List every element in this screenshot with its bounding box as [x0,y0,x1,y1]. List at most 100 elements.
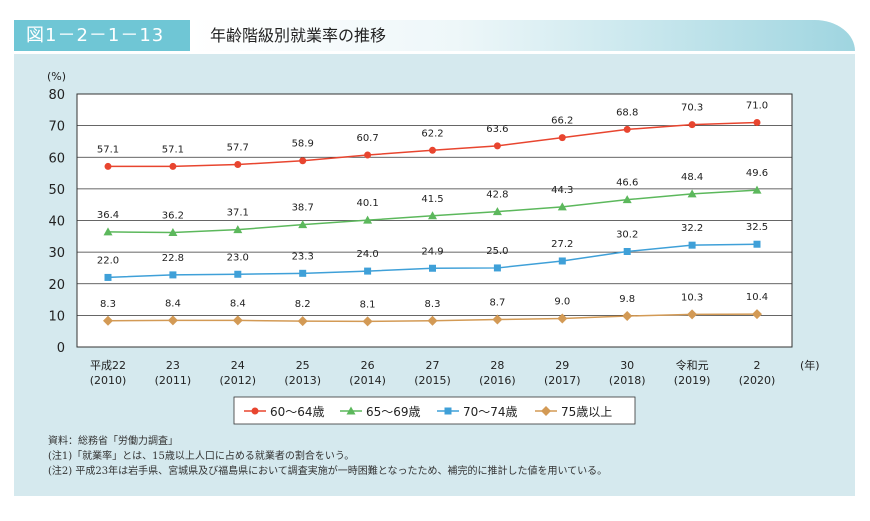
data-label: 8.2 [295,299,311,310]
data-label: 24.9 [421,246,443,257]
x-tick-label: 令和元 [676,358,709,372]
data-label: 10.4 [746,292,768,303]
data-point [557,313,568,324]
data-point [364,151,372,159]
x-tick-label-year: (2016) [479,374,516,387]
data-point [362,316,373,327]
data-label: 30.2 [616,229,638,240]
data-label: 32.2 [681,223,703,234]
data-point [687,309,698,320]
data-label: 42.8 [486,190,508,201]
notes: 資料：総務省「労働力調査」 (注1)「就業率」とは、15歳以上人口に占める就業者… [48,434,607,479]
data-point [104,273,112,281]
y-tick-label: 60 [48,151,65,166]
data-label: 8.7 [489,297,505,308]
data-point [168,228,178,237]
y-tick-label: 50 [48,183,65,198]
x-tick-label-year: (2017) [544,374,581,387]
data-point [429,264,436,272]
data-point [623,125,631,133]
data-label: 22.0 [97,255,119,266]
legend-marker [444,407,452,415]
x-tick-label: 28 [490,359,504,372]
data-label: 9.0 [554,297,570,308]
x-tick-label: 26 [361,359,375,372]
data-label: 38.7 [292,203,314,214]
x-tick-label-year: (2011) [155,374,192,387]
legend-label: 60～64歳 [270,405,325,419]
data-label: 41.5 [421,194,443,205]
data-point [558,257,566,265]
data-label: 71.0 [746,100,768,111]
data-label: 37.1 [227,208,249,219]
data-label: 32.5 [746,222,768,233]
data-point [364,267,372,275]
data-point [492,314,503,325]
legend-label: 75歳以上 [561,405,612,419]
data-point [688,121,696,129]
data-point [167,315,178,326]
data-label: 9.8 [619,294,635,305]
title-bar [190,20,855,51]
data-label: 23.3 [292,251,314,262]
x-tick-label: 24 [231,359,245,372]
data-label: 27.2 [551,239,573,250]
data-label: 8.3 [425,299,441,310]
data-point [623,247,631,255]
data-point [429,146,436,154]
data-point [299,157,307,165]
data-point [753,240,761,248]
y-tick-label: 0 [57,341,65,356]
data-label: 44.3 [551,185,573,196]
data-label: 36.4 [97,210,119,221]
data-point [752,185,762,194]
data-point [492,207,502,216]
data-point [427,315,438,326]
x-tick-label-year: (2014) [349,374,386,387]
data-point [232,315,243,326]
data-label: 57.1 [97,144,119,155]
x-tick-label-year: (2013) [284,374,321,387]
data-label: 58.9 [292,139,314,150]
y-tick-label: 30 [48,246,65,261]
data-label: 8.4 [165,298,181,309]
data-label: 8.1 [360,299,376,310]
x-axis-unit: (年) [800,358,820,372]
data-label: 23.0 [227,252,249,263]
y-tick-label: 40 [48,215,65,230]
x-tick-label-year: (2012) [220,374,257,387]
x-tick-label-year: (2015) [414,374,451,387]
data-label: 46.6 [616,178,638,189]
data-label: 8.3 [100,299,116,310]
data-point [169,271,177,279]
data-point [298,220,308,229]
x-tick-label: 27 [426,359,440,372]
y-axis-unit: (%) [47,70,66,83]
data-point [622,311,633,322]
data-label: 40.1 [356,198,378,209]
data-label: 63.6 [486,124,508,135]
x-tick-label: 25 [296,359,310,372]
data-point [233,225,243,234]
data-point [687,189,697,198]
data-label: 48.4 [681,172,703,183]
data-point [753,118,761,126]
data-label: 57.7 [227,143,249,154]
note-1: (注1)「就業率」とは、15歳以上人口に占める就業者の割合をいう。 [48,451,355,462]
x-tick-label-year: (2010) [90,374,127,387]
data-label: 60.7 [356,133,378,144]
x-tick-label-year: (2020) [739,374,776,387]
data-point [169,162,177,170]
x-tick-label: 30 [620,359,634,372]
x-tick-label: 23 [166,359,180,372]
data-label: 57.1 [162,144,184,155]
data-label: 68.8 [616,107,638,118]
data-point [363,215,373,224]
data-label: 22.8 [162,253,184,264]
data-point [688,241,696,249]
data-point [234,161,242,169]
legend-marker [251,407,259,415]
data-point [234,270,242,278]
y-tick-label: 80 [48,88,65,103]
